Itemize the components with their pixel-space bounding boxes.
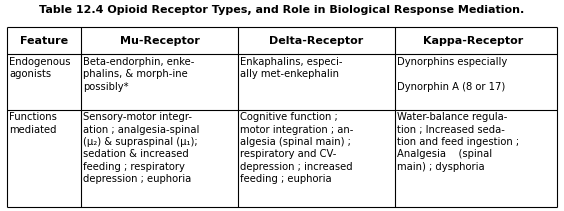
- Text: Functions
mediated: Functions mediated: [9, 112, 57, 135]
- Text: Feature: Feature: [20, 36, 68, 46]
- Text: Endogenous
agonists: Endogenous agonists: [9, 57, 70, 79]
- Text: Dynorphins especially

Dynorphin A (8 or 17): Dynorphins especially Dynorphin A (8 or …: [397, 57, 508, 92]
- Bar: [7, 27, 557, 207]
- Text: Beta-endorphin, enke-
phalins, & morph-ine
possibly*: Beta-endorphin, enke- phalins, & morph-i…: [83, 57, 195, 92]
- Text: Table 12.4 Opioid Receptor Types, and Role in Biological Response Mediation.: Table 12.4 Opioid Receptor Types, and Ro…: [39, 5, 525, 15]
- Text: Cognitive function ;
motor integration ; an-
algesia (spinal main) ;
respiratory: Cognitive function ; motor integration ;…: [240, 112, 354, 184]
- Text: Enkaphalins, especi-
ally met-enkephalin: Enkaphalins, especi- ally met-enkephalin: [240, 57, 343, 79]
- Text: Delta-Receptor: Delta-Receptor: [269, 36, 364, 46]
- Text: Mu-Receptor: Mu-Receptor: [120, 36, 200, 46]
- Text: Sensory-motor integr-
ation ; analgesia-spinal
(μ₂) & supraspinal (μ₁);
sedation: Sensory-motor integr- ation ; analgesia-…: [83, 112, 200, 184]
- Text: Water-balance regula-
tion ; Increased seda-
tion and feed ingestion ;
Analgesia: Water-balance regula- tion ; Increased s…: [397, 112, 519, 172]
- Text: Kappa-Receptor: Kappa-Receptor: [423, 36, 523, 46]
